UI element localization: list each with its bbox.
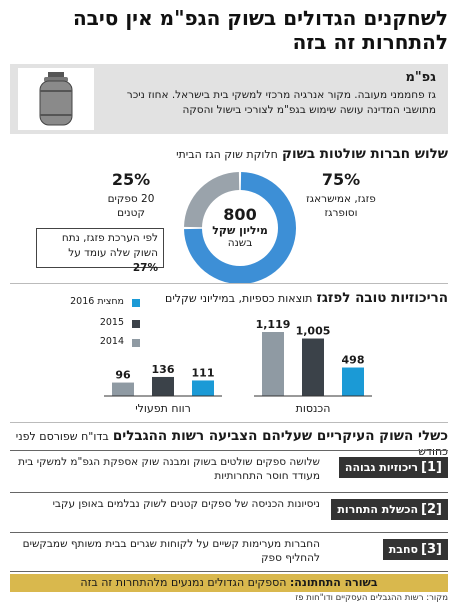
failure-text-1: שלושה ספקים שולטים בשוק ומבנה שוק אספקת …	[18, 456, 320, 482]
bar-label-op-2015: 136	[152, 363, 175, 376]
bar-rev-2015	[302, 338, 324, 396]
gas-cylinder-icon	[18, 68, 94, 130]
failure-row-1: [1]ריכוזיות גבוהה שלושה ספקים שולטים בשו…	[10, 450, 448, 491]
gas-box-title: גפ"מ	[405, 70, 436, 85]
financials-bar-chart: 96 136 111 רווח תפעולי 1,119 1,005 498 הכנסות	[104, 318, 372, 415]
note-pct: 27%	[132, 262, 158, 274]
category-label-rev: הכנסות	[296, 402, 331, 415]
donut-slice-1	[184, 172, 296, 284]
bar-op-2015	[152, 376, 174, 396]
bar-rev-2014	[262, 332, 284, 396]
small-share-label-1: 20 ספקים	[107, 193, 155, 205]
legend-2015: 2015	[99, 317, 124, 328]
bar-label-rev-2014: 1,119	[256, 318, 291, 331]
center-value: 800	[223, 205, 257, 224]
bar-op-2014	[112, 382, 134, 396]
bar-label-op-2016: 111	[192, 366, 215, 379]
profit-title-rest: תוצאות כספיות, במיליוני שקלים	[165, 292, 313, 305]
donut-center: 800 מיליון שקל בשנה	[196, 206, 284, 250]
bottom-line-bold: בשורה התחתונה:	[289, 576, 378, 589]
divider	[10, 283, 448, 284]
bottom-line-banner: בשורה התחתונה: הספקים הגדולים נמנעים מלה…	[10, 574, 448, 592]
small-share-pct: 25%	[111, 170, 151, 189]
failure-tag-1: [1]ריכוזיות גבוהה	[338, 457, 448, 478]
bar-label-rev-2016: 498	[342, 354, 365, 367]
failures-title-rest: בדו"ח שפורסם לפני כחודש	[15, 430, 448, 458]
legend-swatch-2016	[132, 299, 140, 307]
legend-swatch-2015	[132, 320, 140, 328]
category-label-op: רווח תפעולי	[135, 402, 191, 415]
failure-tag-3: [3]סחבת	[382, 539, 448, 560]
failures-title-bold: כשלי השוק העיקריים שעליהם הצביעה רשות הה…	[112, 428, 448, 444]
failure-text-3: החברות מערימות קשיים על לקוחות שגרים בבי…	[22, 538, 320, 564]
bar-label-op-2014: 96	[115, 369, 131, 382]
gas-box-description: גז פחממני מעובה. מקור אנרגיה מרכזי למשקי…	[126, 89, 436, 116]
failures-section-title: כשלי השוק העיקריים שעליהם הצביעה רשות הה…	[10, 428, 448, 459]
big-share-label-1: פזגז, אמישראגז	[306, 193, 376, 205]
gas-info-box: גפ"מ גז פחממני מעובה. מקור אנרגיה מרכזי …	[10, 64, 448, 134]
bar-label-rev-2015: 1,005	[296, 325, 331, 338]
pazgaz-estimate-note: לפי הערכת פזגז, נתח השוק שלה עומד על 27%	[36, 228, 164, 274]
big-share-label-2: וסופרגז	[324, 207, 358, 219]
failure-tag-2: [2]הכשלת התחרות	[331, 499, 448, 520]
big-share-pct: 75%	[321, 170, 361, 189]
bar-legend: מחצית 2016 2015 2014	[30, 296, 140, 350]
center-unit: מיליון שקל	[212, 224, 268, 237]
legend-swatch-2014	[132, 339, 140, 347]
center-sub: בשנה	[227, 237, 253, 249]
headline: לשחקנים הגדולים בשוק הגפ"מ אין סיבה להתח…	[72, 6, 448, 54]
small-share-label-2: קטנים	[117, 207, 145, 219]
market-title-bold: שלוש חברות שולטות בשוק	[282, 146, 448, 162]
legend-2016: מחצית 2016	[70, 296, 124, 307]
failure-row-3: [3]סחבת החברות מערימות קשיים על לקוחות ש…	[10, 532, 448, 572]
failure-row-2: [2]הכשלת התחרות ניסיונות הכניסה של ספקים…	[10, 492, 448, 531]
bottom-line-text: הספקים הגדולים נמנעים מלהתחרות זה בזה	[80, 576, 287, 589]
bar-op-2016	[192, 380, 214, 396]
bar-rev-2016	[342, 367, 364, 396]
note-text: לפי הערכת פזגז, נתח השוק שלה עומד על	[61, 232, 158, 259]
market-section-title: שלוש חברות שולטות בשוק חלוקת שוק הגז הבי…	[10, 146, 448, 162]
failure-text-2: ניסיונות הכניסה של ספקים קטנים לשוק נבלמ…	[52, 498, 320, 510]
legend-2014: 2014	[99, 336, 124, 347]
source-credit: מקור: רשות ההגבלים העסקיים ודו"חות פז	[295, 593, 448, 603]
market-share-donut	[184, 172, 296, 284]
donut-slice-2	[184, 172, 240, 228]
profit-title-bold: הריכוזיות טובה לפזגז	[316, 290, 449, 306]
profit-section-title: הריכוזיות טובה לפזגז תוצאות כספיות, במיל…	[10, 290, 448, 306]
divider	[10, 422, 448, 423]
market-title-rest: חלוקת שוק הגז הביתי	[176, 148, 278, 161]
